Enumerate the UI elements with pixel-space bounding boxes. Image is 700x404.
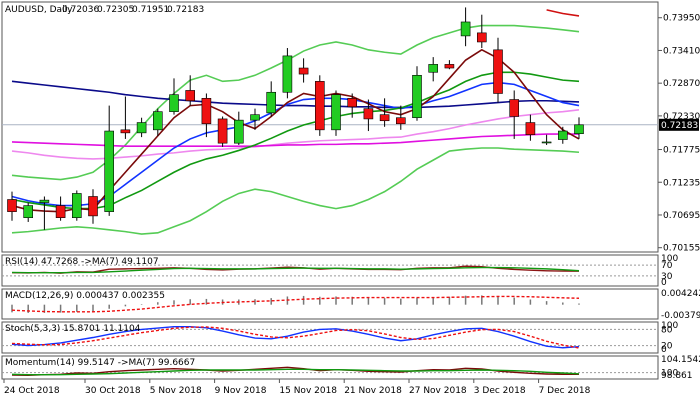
ohlc-high: 0.72305: [97, 5, 134, 15]
chart-layer: 0.73950 0.73410 0.72870 0.72330 0.71775 0.712…: [2, 7, 700, 396]
date-label: 9 Nov 2018: [215, 386, 267, 396]
ohlc-open: 0.72036: [62, 5, 99, 15]
candle-up: [250, 114, 260, 121]
price-tick-label: 0.70695: [663, 211, 700, 221]
chart-title: AUDUSD, Daily: [5, 5, 73, 15]
stoch-tick-label: 100: [661, 321, 678, 331]
overlay-line-3: [11, 80, 580, 109]
candle-down: [7, 199, 17, 212]
rsi-tick-label: 0: [661, 278, 667, 288]
candle-up: [72, 193, 82, 219]
momentum-tick-label: 104.1542: [661, 355, 700, 365]
macd-label: MACD(12,26,9) 0.000437 0.002355: [5, 291, 165, 301]
stoch-panel-frame: [1, 321, 659, 354]
macd-tick-label: 0.004242: [661, 289, 700, 299]
stoch-tick-label: 80: [661, 325, 673, 335]
candle-up: [428, 64, 439, 73]
date-label: 27 Nov 2018: [409, 386, 467, 396]
candle-down: [314, 81, 325, 131]
candle-down: [525, 122, 536, 135]
candle-down: [363, 108, 374, 120]
ohlc-low: 0.71951: [132, 5, 169, 15]
stoch-line-0: [11, 326, 580, 349]
rsi-panel-frame: [1, 254, 659, 287]
stoch-label: Stoch(5,3,3) 15.8701 11.1104: [5, 324, 141, 334]
candle-down: [476, 32, 487, 43]
rsi-tick-label: 100: [661, 254, 678, 264]
date-label: 30 Oct 2018: [85, 386, 141, 396]
last-price-tag: [659, 118, 699, 131]
candle-down: [88, 196, 98, 217]
candle-up: [104, 130, 114, 212]
price-tick-label: 0.72330: [663, 112, 700, 122]
candle-up: [282, 55, 293, 93]
candle-up: [39, 199, 50, 203]
candle-down: [444, 64, 455, 69]
candle-up: [331, 94, 341, 131]
price-tick-label: 0.70155: [663, 244, 700, 254]
candle-down: [298, 67, 309, 75]
rsi-line-1: [11, 266, 580, 274]
candle-up: [266, 91, 277, 114]
candle-up: [23, 205, 34, 219]
macd-panel-frame: [1, 288, 659, 320]
candle-up: [153, 111, 163, 131]
candle-down: [55, 205, 66, 219]
momentum-tick-label: 100: [661, 369, 678, 379]
candle-up: [169, 94, 179, 112]
candle-down: [120, 129, 131, 134]
candle-down: [217, 118, 228, 144]
price-panel-frame: [1, 1, 659, 253]
date-label: 21 Nov 2018: [344, 386, 402, 396]
price-tick-label: 0.73410: [663, 46, 700, 56]
macd-tick-label: -0.003795: [661, 311, 700, 321]
date-label: 3 Dec 2018: [474, 386, 526, 396]
momentum-line-1: [11, 368, 580, 376]
stoch-tick-label: 0: [661, 345, 667, 355]
stoch-tick-label: 20: [661, 342, 673, 352]
candle-down: [347, 98, 358, 108]
price-tick-label: 0.72870: [663, 79, 700, 89]
rsi-label: RSI(14) 47.7268 ->MA(7) 49.1107: [5, 257, 159, 267]
candle-up: [136, 122, 147, 134]
date-label: 24 Oct 2018: [4, 386, 60, 396]
candle-up: [574, 124, 584, 135]
candle-up: [557, 130, 568, 140]
overlay-line-0: [546, 9, 580, 17]
momentum-line-0: [11, 366, 580, 377]
candle-up: [460, 21, 471, 37]
ohlc-close: 0.72183: [167, 5, 204, 15]
momentum-label: Momentum(14) 99.5147 ->MA(7) 99.6667: [5, 358, 195, 368]
date-label: 5 Nov 2018: [150, 386, 202, 396]
candle-up: [234, 119, 244, 144]
candle-down: [379, 114, 390, 122]
stoch-line-1: [11, 326, 580, 349]
momentum-panel-frame: [1, 355, 659, 380]
momentum-tick-label: 98.861: [661, 371, 693, 381]
last-price-label: 0.72183: [661, 121, 698, 131]
candle-up: [541, 141, 552, 144]
date-label: 7 Dec 2018: [539, 386, 591, 396]
candle-down: [395, 117, 406, 125]
candle-down: [493, 49, 503, 94]
candle-down: [509, 99, 520, 117]
candle-down: [185, 90, 195, 102]
overlay-line-2: [11, 147, 580, 235]
price-tick-label: 0.71775: [663, 146, 700, 156]
price-tick-label: 0.71235: [663, 178, 700, 188]
rsi-tick-label: 70: [661, 261, 673, 271]
rsi-tick-label: 30: [661, 272, 673, 282]
price-tick-label: 0.73950: [663, 14, 700, 24]
macd-line-0: [11, 295, 580, 313]
date-label: 15 Nov 2018: [279, 386, 337, 396]
candle-up: [412, 74, 422, 119]
candle-down: [201, 98, 212, 125]
